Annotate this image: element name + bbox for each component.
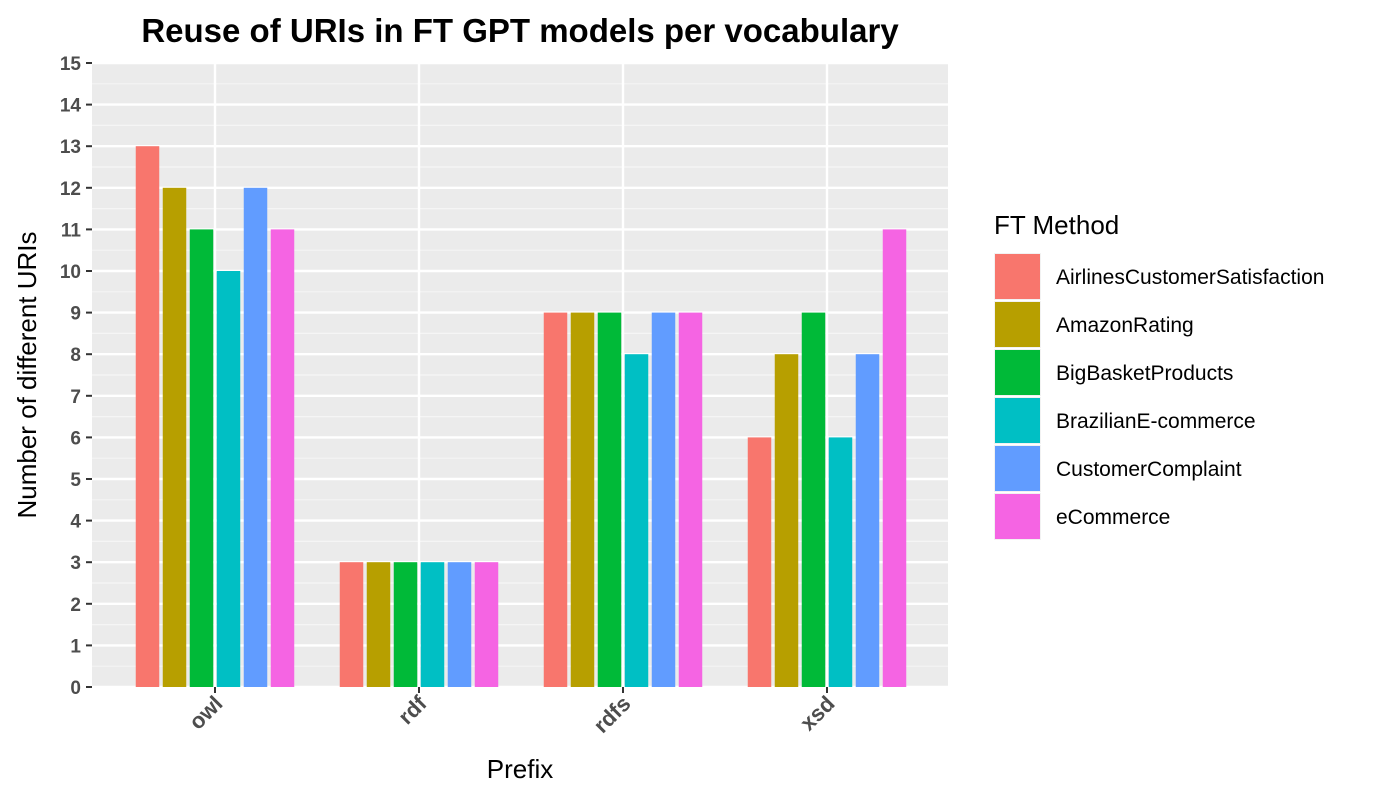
bar-AirlinesCustomerSatisfaction-owl: [135, 146, 160, 687]
legend-key-AmazonRating: [995, 302, 1040, 347]
legend-label: BigBasketProducts: [1056, 362, 1233, 385]
y-tick-label: 14: [60, 96, 82, 117]
legend-label: AirlinesCustomerSatisfaction: [1056, 266, 1324, 289]
y-axis-title: Number of different URIs: [12, 231, 42, 518]
y-tick-label: 1: [70, 636, 81, 657]
legend-label: eCommerce: [1056, 506, 1170, 529]
y-tick-label: 8: [70, 345, 81, 366]
y-tick-label: 10: [60, 262, 81, 283]
legend-key-BigBasketProducts: [995, 350, 1040, 395]
x-tick-label: owl: [184, 691, 228, 735]
x-tick-label: rdf: [393, 690, 432, 729]
y-tick-label: 9: [70, 304, 81, 325]
legend-label: AmazonRating: [1056, 314, 1194, 337]
legend-key-BrazilianE-commerce: [995, 398, 1040, 443]
y-tick-label: 6: [70, 428, 81, 449]
y-tick-label: 4: [70, 512, 81, 533]
bar-AmazonRating-owl: [162, 187, 187, 688]
bar-CustomerComplaint-xsd: [855, 354, 880, 687]
bar-AmazonRating-rdf: [366, 562, 391, 687]
bar-BrazilianE-commerce-xsd: [828, 437, 853, 687]
bar-eCommerce-rdfs: [678, 312, 703, 687]
y-tick-label: 3: [70, 553, 81, 574]
bar-CustomerComplaint-rdf: [447, 562, 472, 687]
bar-AirlinesCustomerSatisfaction-rdf: [339, 562, 364, 687]
x-tick-label: rdfs: [588, 691, 635, 738]
bar-AirlinesCustomerSatisfaction-rdfs: [543, 312, 568, 687]
y-tick-label: 2: [70, 595, 81, 616]
y-tick-label: 13: [60, 137, 81, 158]
legend-key-CustomerComplaint: [995, 446, 1040, 491]
bar-BrazilianE-commerce-rdfs: [624, 354, 649, 687]
x-axis-title: Prefix: [487, 754, 553, 784]
bar-BrazilianE-commerce-rdf: [420, 562, 445, 687]
bar-CustomerComplaint-owl: [243, 187, 268, 688]
legend: FT Method AirlinesCustomerSatisfaction Am…: [994, 210, 1324, 540]
bar-eCommerce-owl: [270, 229, 295, 687]
legend-label: CustomerComplaint: [1056, 458, 1242, 481]
bar-AmazonRating-xsd: [774, 354, 799, 687]
legend-label: BrazilianE-commerce: [1056, 410, 1256, 433]
bar-BrazilianE-commerce-owl: [216, 271, 241, 687]
bars: [135, 146, 907, 688]
bar-BigBasketProducts-owl: [189, 229, 214, 687]
legend-title: FT Method: [994, 210, 1119, 240]
bar-BigBasketProducts-xsd: [801, 312, 826, 687]
bar-eCommerce-rdf: [474, 562, 499, 687]
legend-key-AirlinesCustomerSatisfaction: [995, 254, 1040, 299]
bar-BigBasketProducts-rdf: [393, 562, 418, 687]
bar-BigBasketProducts-rdfs: [597, 312, 622, 687]
bar-AmazonRating-rdfs: [570, 312, 595, 687]
y-tick-label: 15: [60, 54, 82, 75]
y-tick-label: 11: [61, 220, 82, 241]
bar-eCommerce-xsd: [882, 229, 907, 687]
y-tick-label: 12: [60, 179, 81, 200]
y-tick-label: 7: [70, 387, 81, 408]
legend-items: AirlinesCustomerSatisfaction AmazonRating…: [994, 253, 1324, 540]
bar-CustomerComplaint-rdfs: [651, 312, 676, 687]
legend-key-eCommerce: [995, 494, 1040, 539]
y-tick-label: 5: [70, 470, 81, 491]
chart-title: Reuse of URIs in FT GPT models per vocab…: [141, 12, 899, 49]
bar-AirlinesCustomerSatisfaction-xsd: [747, 437, 772, 687]
x-axis: owl rdf rdfs xsd: [184, 687, 840, 738]
x-tick-label: xsd: [795, 691, 839, 735]
y-tick-label: 0: [70, 678, 81, 699]
